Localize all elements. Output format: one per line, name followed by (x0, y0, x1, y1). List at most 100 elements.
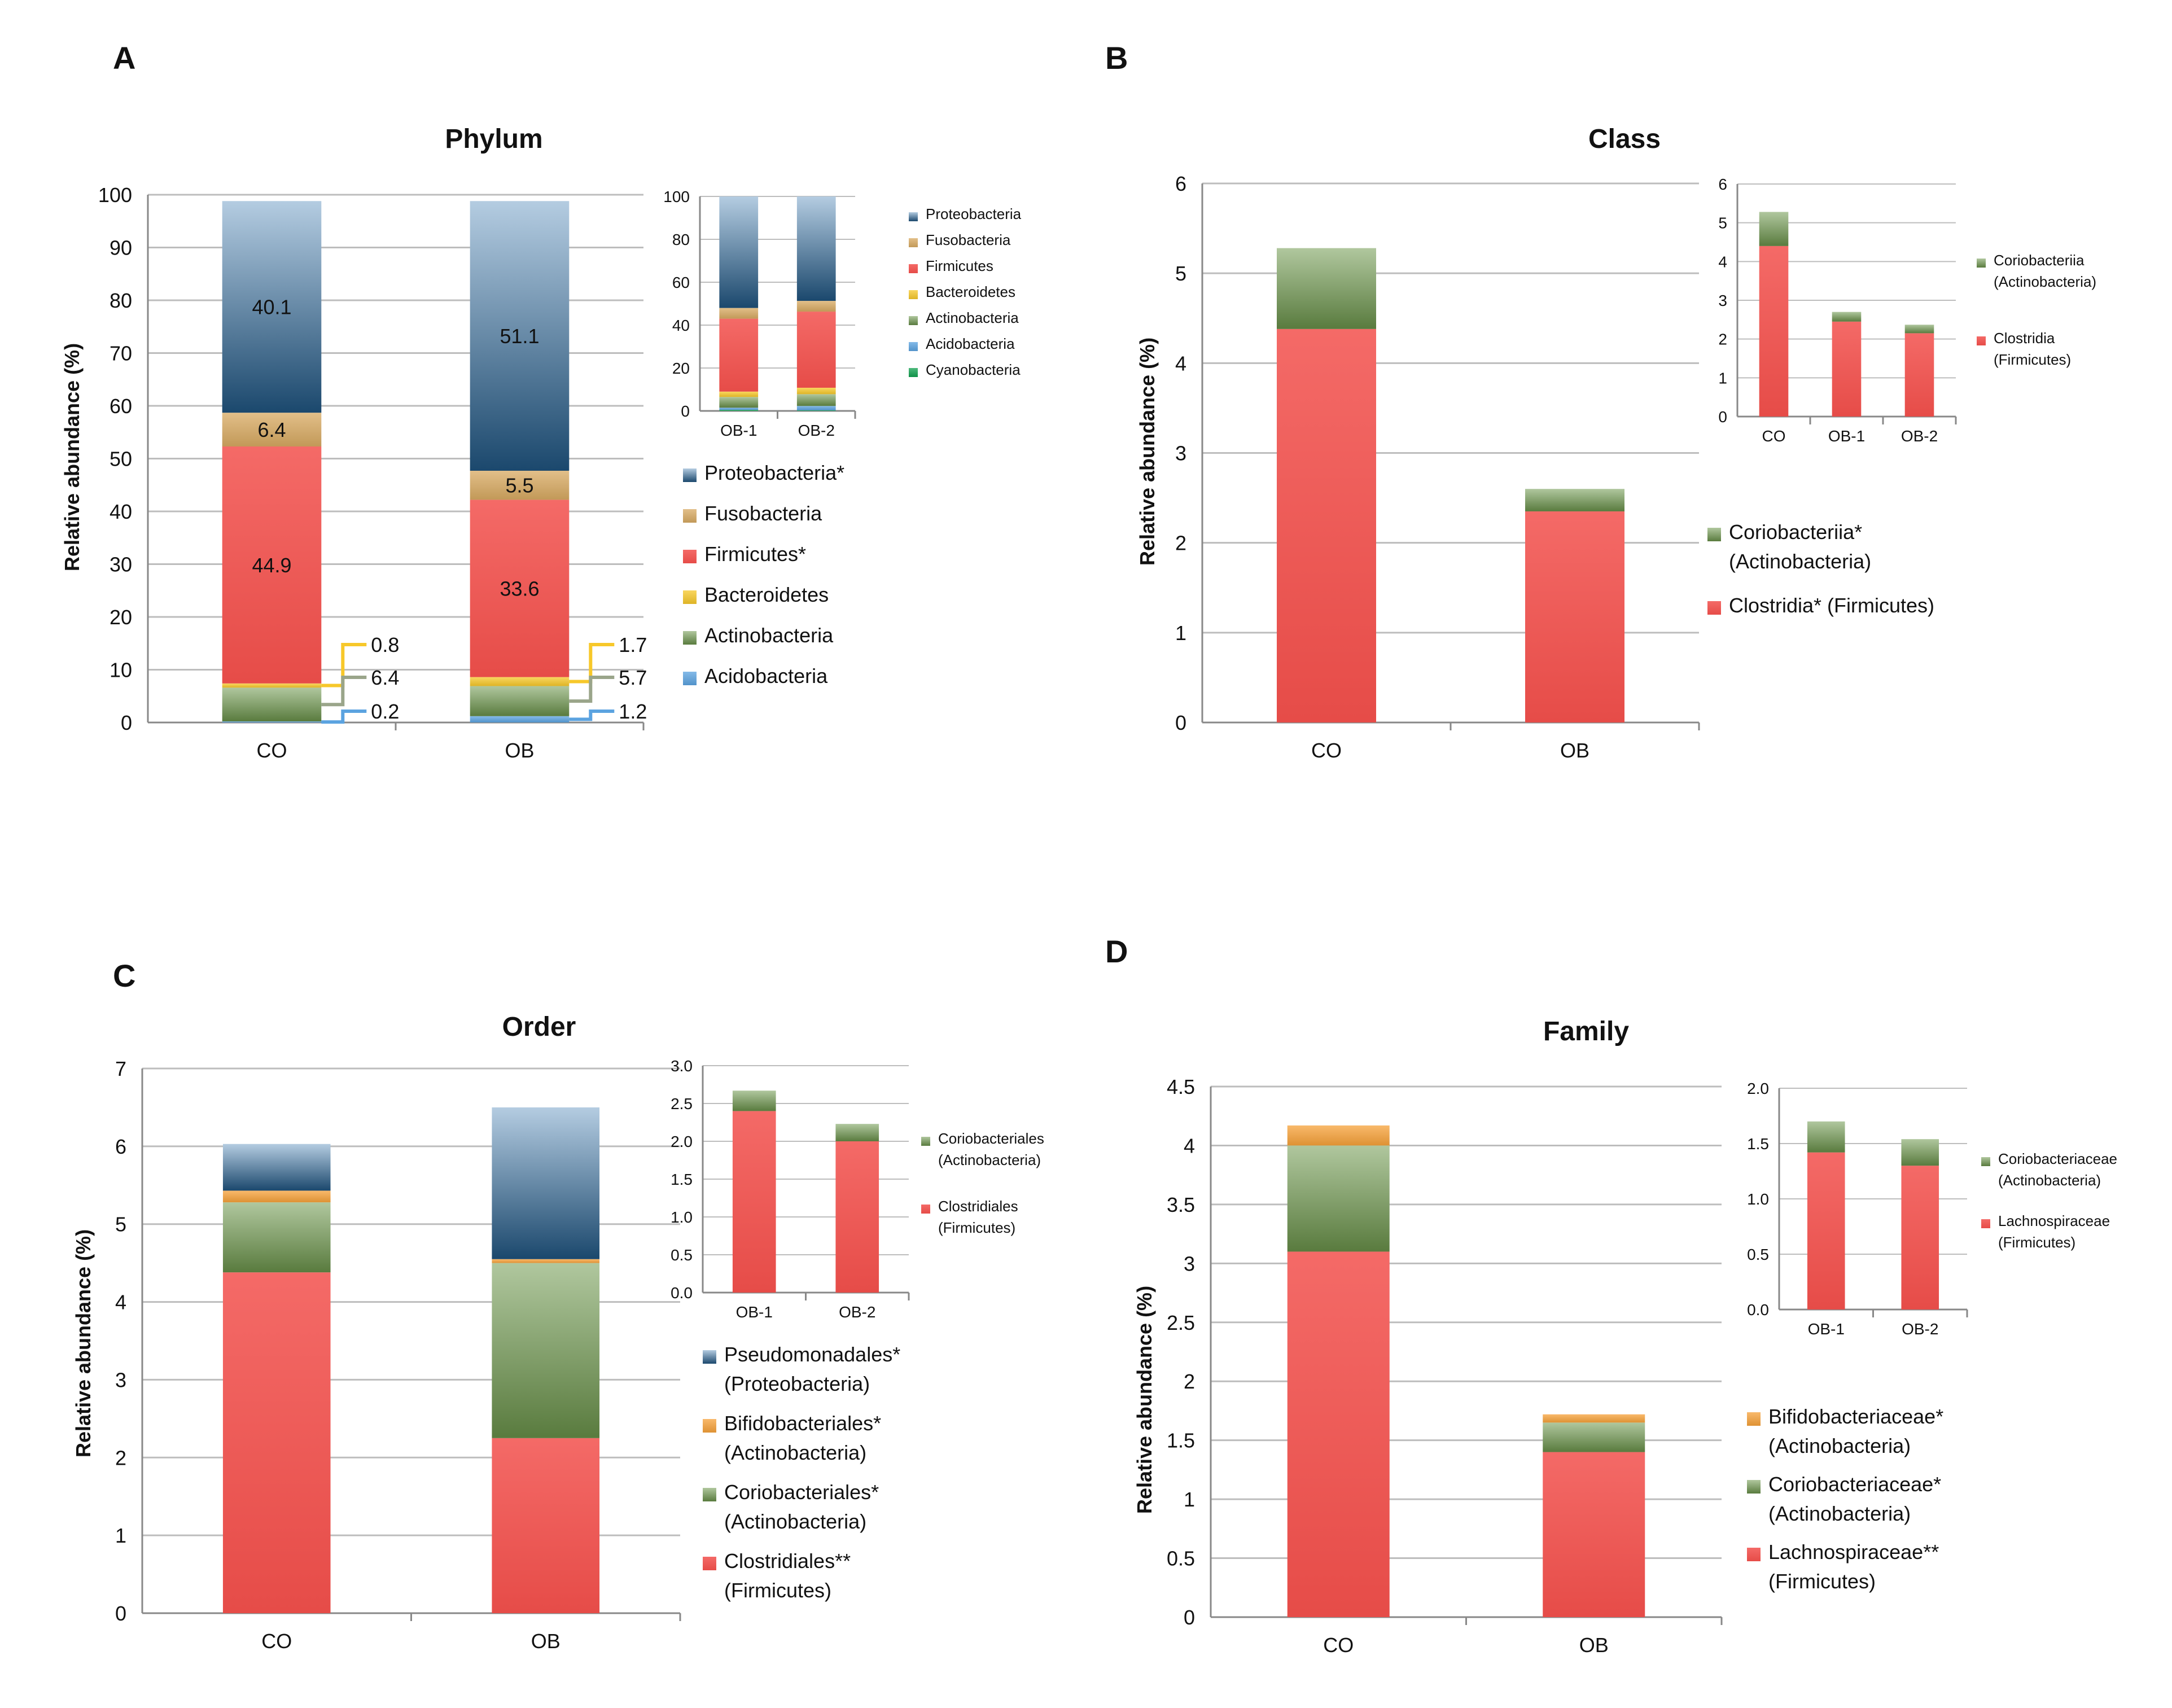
y-axis-label: Relative abundance (%) (1133, 1286, 1156, 1514)
inset-bar-segment-firmicutes (1904, 333, 1934, 417)
legend-label: Clostridia* (Firmicutes) (1729, 594, 1934, 617)
x-tick-label: OB (531, 1630, 560, 1653)
inset-legend-swatch (909, 342, 918, 351)
y-tick-label: 4 (1175, 352, 1186, 375)
x-tick-label: OB (1579, 1633, 1609, 1657)
inset-chart: 0.0 0.5 1.0 1.5 2.0 2.5 3.0 OB-1 OB-2 Coriobacter… (671, 1057, 1044, 1321)
bar-segment-bifido (222, 1190, 331, 1203)
inset-y-tick-label: 1.0 (1747, 1190, 1769, 1208)
legend-label: Pseudomonadales* (724, 1343, 900, 1366)
y-tick-label: 2 (1175, 532, 1186, 555)
inset-y-tick-label: 2.0 (1747, 1080, 1769, 1097)
inset-legend-label: Coriobacteriales (938, 1130, 1044, 1147)
bar-segment-firmicutes (1277, 329, 1376, 722)
inset-bar-segment-firmicutes (719, 318, 759, 392)
inset-y-tick-label: 20 (672, 360, 690, 377)
y-tick-label: 3 (1175, 442, 1186, 465)
inset-y-tick-label: 3.0 (671, 1057, 693, 1075)
y-tick-label: 0 (121, 711, 132, 734)
bar-segment-actinobacteria (492, 1263, 600, 1438)
legend-label: Coriobacteriales* (724, 1481, 879, 1504)
bar-segment-firmicutes (1525, 511, 1624, 722)
inset-legend-swatch (1981, 1219, 1990, 1228)
bar-segment-acidobacteria (222, 721, 322, 722)
inset-bar-segment-firmicutes (732, 1111, 776, 1293)
inset-legend-swatch (909, 290, 918, 299)
inset-bar-segment-fusobacteria (719, 308, 759, 319)
legend-swatch (703, 1557, 716, 1570)
inset-legend-label: Firmicutes (926, 257, 993, 274)
y-tick-label: 5 (115, 1213, 126, 1236)
legend-label: Clostridiales** (724, 1549, 851, 1573)
inset-legend-label: Coriobacteriaceae (1998, 1150, 2117, 1167)
y-tick-label: 1 (115, 1524, 126, 1547)
legend-swatch (1707, 601, 1721, 615)
bar-segment-actinobacteria (222, 687, 322, 722)
inset-legend-swatch (909, 368, 918, 377)
bar-segment-bacteroidetes (222, 683, 322, 688)
y-tick-label: 4.5 (1167, 1075, 1195, 1098)
inset-chart: 0.0 0.5 1.0 1.5 2.0 OB-1 OB-2 Coriobacteriaceae… (1747, 1080, 2117, 1338)
inset-y-tick-label: 0.5 (671, 1246, 693, 1264)
y-tick-label: 1 (1175, 621, 1186, 645)
inset-y-tick-label: 1.5 (1747, 1135, 1769, 1153)
legend-label: (Actinobacteria) (724, 1510, 866, 1533)
callout-label: 6.4 (371, 666, 399, 689)
inset-y-tick-label: 2 (1718, 331, 1727, 348)
x-tick-label: CO (257, 739, 287, 762)
inset-x-tick-label: OB-2 (798, 422, 835, 439)
inset-bar-segment-actinobacteria (796, 394, 836, 406)
panel-letter: C (113, 958, 135, 993)
y-axis-label: Relative abundance (%) (60, 343, 84, 571)
y-tick-label: 2.5 (1167, 1311, 1195, 1334)
inset-bar-segment-acidobacteria (796, 406, 836, 410)
inset-bar-segment-actinobacteria (719, 397, 759, 408)
legend-swatch (1747, 1480, 1761, 1494)
bar-segment-firmicutes (1287, 1251, 1390, 1617)
legend-label: Lachnospiraceae** (1768, 1540, 1939, 1564)
panel-c: C Order Relative abundance (%) 0 1 2 3 4 5 6 7 CO OB… (72, 958, 1044, 1653)
legend-swatch (1707, 528, 1721, 541)
legend-label: (Firmicutes) (724, 1579, 831, 1602)
inset-bar-segment-cyanobacteria (719, 410, 759, 411)
callout-label: 1.7 (619, 633, 647, 656)
inset-y-tick-label: 40 (672, 317, 690, 334)
legend-swatch (703, 1350, 716, 1364)
bar-segment-fusobacteria (222, 413, 322, 446)
inset-bar-segment-proteobacteria (719, 196, 759, 308)
y-tick-label: 50 (110, 448, 132, 471)
chart-title: Family (1543, 1017, 1629, 1046)
legend-label: Bacteroidetes (704, 583, 829, 606)
bar-segment-actinobacteria (1277, 248, 1376, 329)
y-tick-label: 2 (115, 1446, 126, 1469)
legend-label: Bifidobacteriales* (724, 1412, 881, 1435)
bar-segment-firmicutes (222, 446, 322, 684)
legend-label: (Firmicutes) (1768, 1570, 1876, 1593)
y-tick-label: 1 (1184, 1488, 1195, 1511)
panel-a: A Phylum Relative abundance (%) 0 10 20 30 40 50… (60, 40, 1022, 762)
bar-value-label: 5.5 (505, 474, 533, 497)
bar-segment-actinobacteria (1287, 1145, 1390, 1252)
inset-legend-swatch (909, 264, 918, 273)
bar-segment-proteobacteria (222, 1144, 331, 1191)
inset-legend-swatch (921, 1137, 930, 1146)
inset-y-tick-label: 2.5 (671, 1095, 693, 1113)
bar-segment-proteobacteria (222, 201, 322, 413)
inset-bar-segment-actinobacteria (1832, 312, 1862, 322)
inset-y-tick-label: 0 (1718, 408, 1727, 426)
bar-segment-bifido (1287, 1125, 1390, 1146)
callout-label: 0.2 (371, 700, 399, 723)
bar-value-label: 40.1 (252, 296, 291, 319)
inset-y-tick-label: 1.5 (671, 1171, 693, 1188)
legend-swatch (683, 509, 697, 523)
legend-label: (Proteobacteria) (724, 1372, 870, 1395)
inset-bar-segment-actinobacteria (732, 1091, 776, 1111)
bar-segment-fusobacteria (470, 471, 570, 500)
x-tick-label: CO (1311, 739, 1342, 762)
chart-title: Class (1588, 124, 1661, 154)
y-tick-label: 3.5 (1167, 1193, 1195, 1216)
y-axis-label: Relative abundance (%) (72, 1229, 95, 1457)
inset-y-tick-label: 0.0 (671, 1284, 693, 1302)
inset-chart: 0 1 2 3 4 5 6 CO OB-1 OB-2 Coriobacteriia (Actinoba… (1718, 176, 2096, 445)
bar-value-label: 44.9 (252, 554, 291, 577)
